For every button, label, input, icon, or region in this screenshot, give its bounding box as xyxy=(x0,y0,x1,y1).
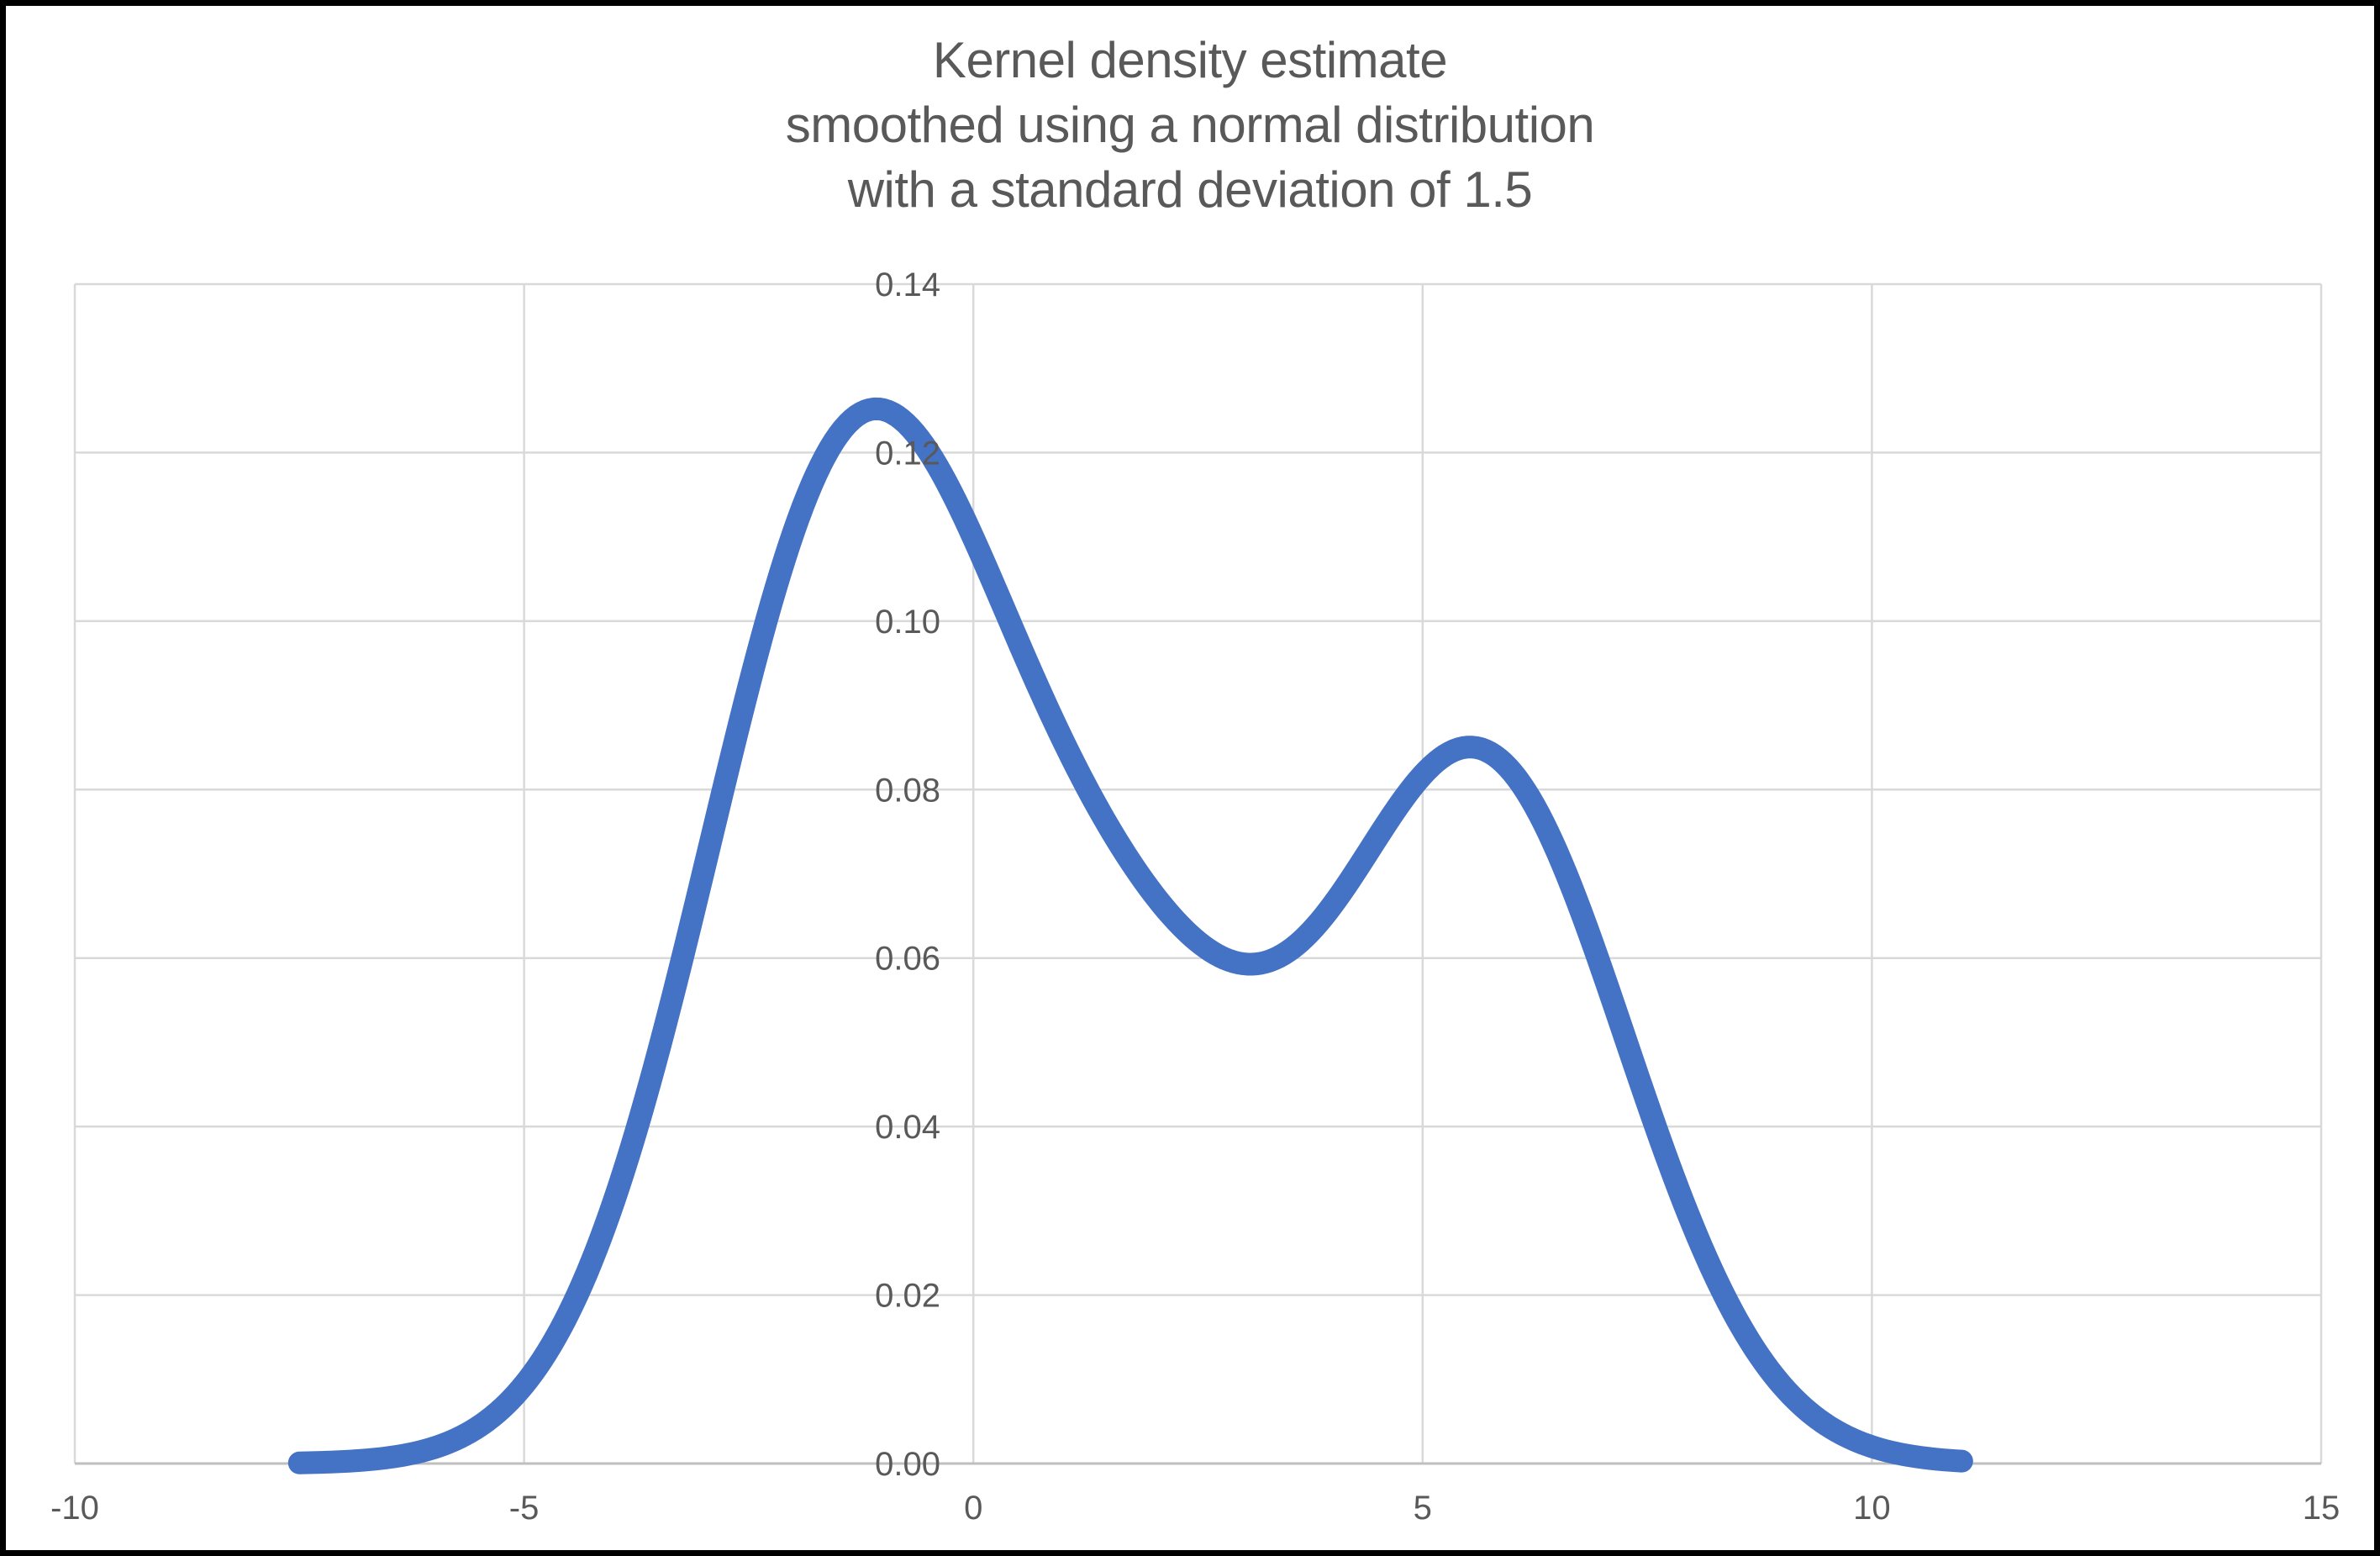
y-axis-tick-labels: 0.00 0.02 0.04 0.06 0.08 0.10 0.12 0.14 xyxy=(875,266,940,1483)
y-tick-label: 0.00 xyxy=(875,1446,940,1483)
x-tick-label: -10 xyxy=(50,1490,99,1527)
y-tick-label: 0.06 xyxy=(875,941,940,978)
kde-curve xyxy=(287,397,1973,1474)
y-tick-label: 0.08 xyxy=(875,772,940,809)
x-tick-label: 15 xyxy=(2303,1490,2341,1527)
y-tick-label: 0.12 xyxy=(875,435,940,472)
chart-title-line-1: Kernel density estimate xyxy=(932,32,1448,88)
y-tick-label: 0.14 xyxy=(875,266,940,303)
y-tick-label: 0.04 xyxy=(875,1109,940,1146)
x-tick-label: -5 xyxy=(509,1490,540,1527)
x-axis-tick-labels: -10 -5 0 5 10 15 xyxy=(50,1490,2340,1527)
kde-curve-path xyxy=(287,397,1973,1474)
y-tick-label: 0.10 xyxy=(875,604,940,641)
gridlines xyxy=(73,282,2323,1465)
x-tick-label: 5 xyxy=(1414,1490,1432,1527)
y-tick-label: 0.02 xyxy=(875,1278,940,1315)
x-tick-label: 0 xyxy=(964,1490,982,1527)
chart-title: Kernel density estimate smoothed using a… xyxy=(6,28,2374,222)
x-tick-label: 10 xyxy=(1853,1490,1891,1527)
chart-title-line-2: smoothed using a normal distribution xyxy=(785,97,1595,153)
chart-title-line-3: with a standard deviation of 1.5 xyxy=(847,161,1533,218)
kde-chart-canvas: 0.00 0.02 0.04 0.06 0.08 0.10 0.12 0.14 -10 -5 0 5… xyxy=(50,266,2340,1527)
